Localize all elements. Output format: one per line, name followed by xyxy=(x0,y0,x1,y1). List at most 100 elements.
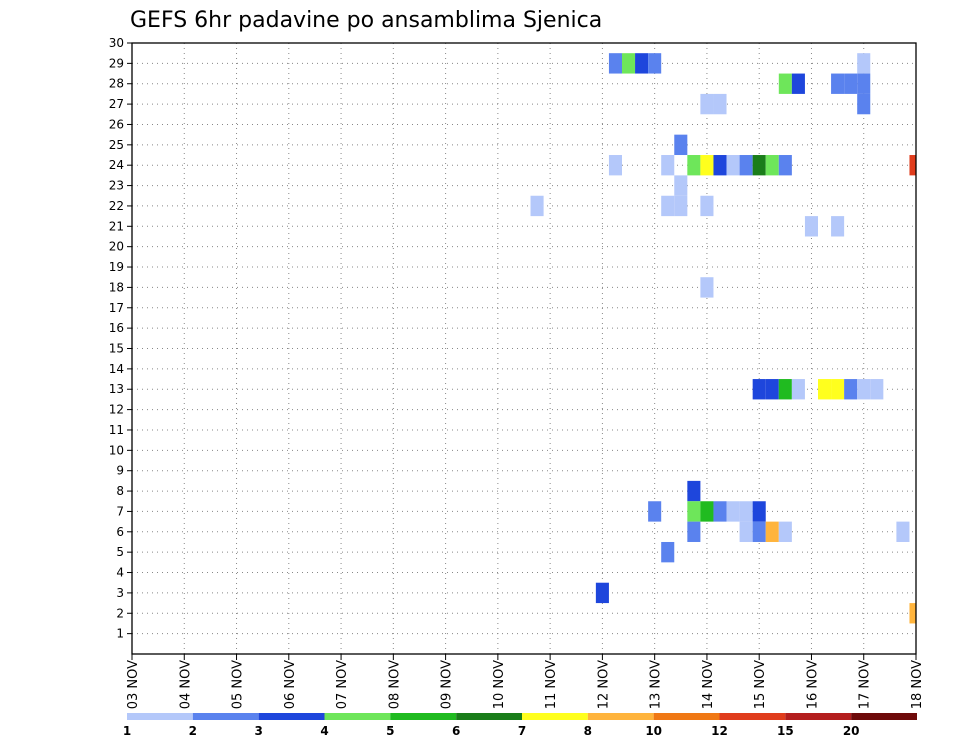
heatmap-cell xyxy=(844,73,858,94)
y-tick-label: 24 xyxy=(109,158,124,172)
colorbar-segment xyxy=(719,713,786,720)
heatmap-cell xyxy=(713,155,727,176)
heatmap-cell xyxy=(661,195,675,217)
colorbar-label: 6 xyxy=(452,724,460,738)
x-tick-label: 10 NOV xyxy=(492,660,507,709)
colorbar-label: 8 xyxy=(584,724,592,738)
heatmap-cell xyxy=(844,379,858,400)
heatmap-cell xyxy=(661,155,675,176)
heatmap-cell xyxy=(778,73,792,94)
heatmap-cell xyxy=(831,379,845,400)
y-tick-label: 18 xyxy=(109,280,124,294)
heatmap-cell xyxy=(700,195,714,217)
colorbar-segment xyxy=(127,713,193,720)
heatmap-cell xyxy=(608,155,622,176)
heatmap-cell xyxy=(700,277,714,298)
heatmap-cell xyxy=(726,501,740,522)
heatmap-cell xyxy=(909,603,916,624)
heatmap-cell xyxy=(687,521,701,542)
heatmap-cell xyxy=(595,582,609,604)
colorbar-label: 1 xyxy=(123,724,131,738)
x-tick-label: 17 NOV xyxy=(858,660,873,709)
colorbar-segment xyxy=(192,713,259,720)
heatmap-cell xyxy=(739,501,753,522)
colorbar-segment xyxy=(653,713,720,720)
heatmap-cell xyxy=(831,216,845,237)
y-tick-label: 28 xyxy=(109,77,124,91)
heatmap-cell xyxy=(804,216,818,237)
y-tick-label: 13 xyxy=(109,382,124,396)
y-tick-label: 5 xyxy=(116,545,124,559)
y-tick-label: 7 xyxy=(116,504,124,518)
heatmap-cell xyxy=(700,501,714,522)
y-tick-label: 3 xyxy=(116,586,124,600)
heatmap-cell xyxy=(752,501,766,522)
x-tick-label: 03 NOV xyxy=(126,660,141,709)
colorbar-label: 12 xyxy=(711,724,728,738)
x-tick-label: 07 NOV xyxy=(335,660,350,709)
heatmap-cell xyxy=(661,541,675,563)
colorbar-label: 15 xyxy=(777,724,794,738)
heatmap-cell xyxy=(818,379,832,400)
y-tick-label: 15 xyxy=(109,342,124,356)
heatmap-cell xyxy=(713,501,727,522)
heatmap-cells xyxy=(530,53,916,624)
colorbar-segment xyxy=(456,713,522,720)
y-tick-label: 29 xyxy=(109,56,124,70)
heatmap-cell xyxy=(765,379,779,400)
heatmap-cell xyxy=(648,53,662,74)
y-tick-label: 4 xyxy=(116,566,124,580)
y-tick-label: 8 xyxy=(116,484,124,498)
x-tick-label: 12 NOV xyxy=(596,660,611,709)
x-tick-label: 06 NOV xyxy=(283,660,298,709)
y-tick-label: 19 xyxy=(109,260,124,274)
heatmap-cell xyxy=(687,155,701,176)
x-tick-label: 14 NOV xyxy=(701,660,716,709)
colorbar-segment xyxy=(390,713,457,720)
x-tick-label: 04 NOV xyxy=(178,660,193,709)
heatmap-cell xyxy=(622,53,636,74)
heatmap-cell xyxy=(530,195,544,217)
heatmap-cell xyxy=(726,155,740,176)
y-tick-label: 30 xyxy=(109,36,124,50)
colorbar-label: 2 xyxy=(189,724,197,738)
colorbar-segment xyxy=(258,713,325,720)
heatmap-cell xyxy=(778,379,792,400)
plot-frame xyxy=(131,42,917,655)
heatmap-cell xyxy=(648,501,662,522)
heatmap-cell xyxy=(700,93,714,115)
y-tick-label: 1 xyxy=(116,627,124,641)
y-tick-label: 26 xyxy=(109,117,124,131)
heatmap-cell xyxy=(752,379,766,400)
heatmap-cell xyxy=(739,521,753,542)
colorbar-segment xyxy=(587,713,654,720)
heatmap-cell xyxy=(778,521,792,542)
y-tick-label: 16 xyxy=(109,321,124,335)
heatmap-cell xyxy=(791,73,805,94)
x-tick-label: 16 NOV xyxy=(805,660,820,709)
heatmap-cell xyxy=(674,134,688,156)
heatmap-cell xyxy=(857,53,871,74)
heatmap-cell xyxy=(778,155,792,176)
heatmap-cell xyxy=(752,155,766,176)
colorbar-label: 4 xyxy=(320,724,328,738)
y-tick-label: 6 xyxy=(116,525,124,539)
x-axis: 03 NOV 04 NOV 05 NOV 06 NOV 07 NOV 08 NOV 09 N… xyxy=(126,654,925,709)
heatmap-cell xyxy=(857,73,871,94)
y-tick-label: 9 xyxy=(116,464,124,478)
heatmap-cell xyxy=(687,480,701,502)
heatmap-cell xyxy=(687,501,701,522)
x-tick-label: 05 NOV xyxy=(231,660,246,709)
y-tick-label: 11 xyxy=(109,423,124,437)
heatmap-cell xyxy=(608,53,622,74)
x-tick-label: 15 NOV xyxy=(753,660,768,709)
colorbar-segment xyxy=(851,713,917,720)
y-tick-label: 22 xyxy=(109,199,124,213)
x-tick-label: 08 NOV xyxy=(387,660,402,709)
y-tick-label: 10 xyxy=(109,443,124,457)
colorbar-label: 10 xyxy=(645,724,662,738)
heatmap-cell xyxy=(857,379,871,400)
y-axis: 1234567891011121314151617181920212223242… xyxy=(109,36,132,641)
heatmap-cell xyxy=(857,93,871,115)
